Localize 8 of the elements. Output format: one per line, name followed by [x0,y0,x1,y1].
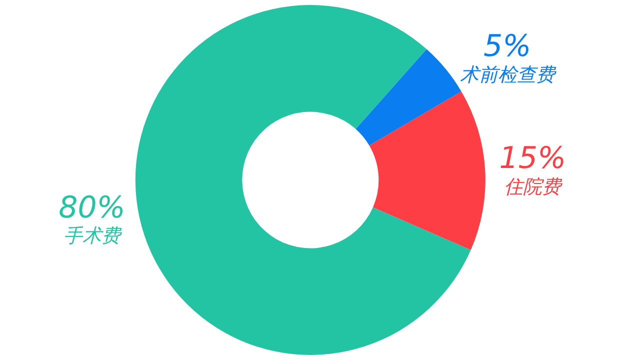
data-label: 5% [484,29,532,64]
donut-slice [356,49,462,146]
slice-label: 术前检查费 [460,64,557,86]
slice-label: 住院费 [504,176,564,198]
data-label: 15% [499,141,566,176]
data-label: 80% [58,190,126,226]
slice-label: 手术费 [63,225,122,248]
donut-slice [369,91,486,250]
